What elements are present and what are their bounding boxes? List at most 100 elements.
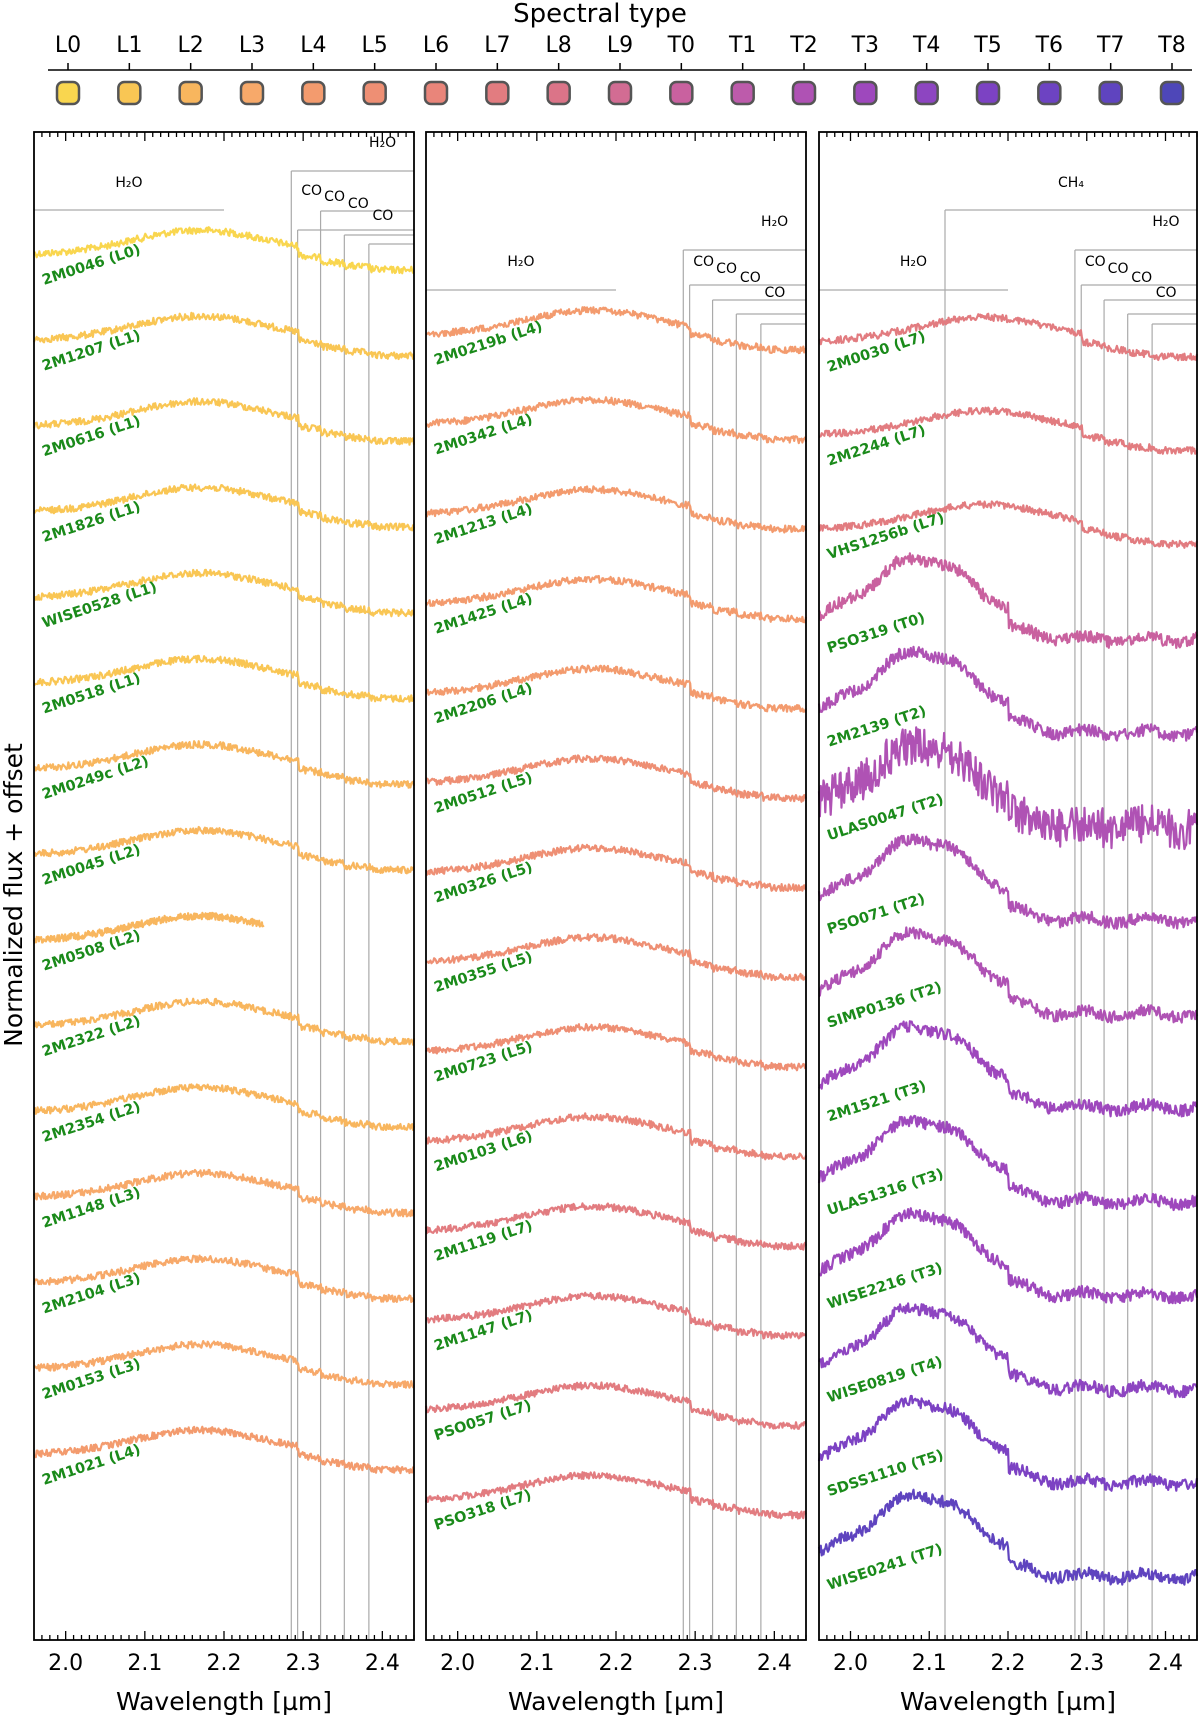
spectral-type-label: T3	[851, 33, 879, 58]
spectral-type-swatch	[1098, 80, 1123, 106]
x-tick-label: 2.3	[678, 1651, 713, 1676]
y-axis-label: Normalized flux + offset	[0, 743, 28, 1047]
spectral-type-swatch	[546, 80, 571, 106]
spectra: 2M0046 (L0)2M1207 (L1)2M0616 (L1)2M1826 …	[32, 226, 416, 1489]
spectral-type-label: L8	[546, 33, 572, 58]
spectral-type-swatch	[853, 80, 878, 106]
spectral-type-label: L7	[484, 33, 510, 58]
spectral-type-label: T2	[789, 33, 817, 58]
spectral-type-label: L9	[607, 33, 633, 58]
spectral-type-label: L2	[178, 33, 204, 58]
spectrum-line	[32, 1083, 416, 1132]
feature-label: CO	[693, 254, 714, 270]
spectral-type-swatch	[485, 80, 510, 106]
spectrum-line	[33, 483, 416, 532]
object-label: 2M0046 (L0)	[40, 242, 142, 289]
object-label: WISE0819 (T4)	[825, 1354, 944, 1406]
spectrum-line	[425, 396, 808, 445]
spectral-type-label: T6	[1035, 33, 1063, 58]
spectrum-line	[817, 1302, 1198, 1399]
spectral-type-label: T1	[728, 33, 756, 58]
spectrum-line	[425, 1291, 807, 1340]
x-tick-label: 2.2	[991, 1651, 1026, 1676]
chart-title: Spectral type	[513, 0, 687, 29]
spectrum-line	[425, 664, 808, 713]
object-label: WISE0241 (T7)	[825, 1541, 944, 1593]
spectral-type-label: T0	[667, 33, 695, 58]
x-axis-label: Wavelength [µm]	[508, 1687, 724, 1716]
spectral-type-swatch	[117, 80, 142, 106]
feature-label: H₂O	[1152, 214, 1179, 230]
spectral-type-label: L4	[300, 33, 326, 58]
feature-label: CO	[1108, 261, 1129, 277]
x-axis: 2.0 2.1 2.2 2.3 2.4 Wavelength [µm]	[433, 132, 807, 1716]
spectrum-line	[818, 926, 1199, 1024]
spectral-type-swatch	[239, 80, 265, 106]
spectrum-line	[425, 933, 807, 982]
spectrum-line	[32, 1254, 416, 1304]
spectrum-line	[33, 997, 416, 1046]
spectral-type-label: L5	[362, 33, 388, 58]
spectrum-line	[425, 306, 807, 355]
spectrum-line	[818, 312, 1199, 362]
spectrum-line	[33, 1425, 415, 1475]
object-label: WISE2216 (T3)	[825, 1260, 944, 1312]
spectrum-line	[33, 568, 415, 618]
spectral-type-swatch	[1159, 80, 1185, 106]
spectrum-line	[32, 226, 415, 275]
spectrum-line	[33, 825, 415, 875]
spectrum-line	[817, 1394, 1199, 1492]
spectrum-line	[817, 726, 1199, 851]
x-tick-label: 2.3	[1069, 1651, 1104, 1676]
x-axis: 2.0 2.1 2.2 2.3 2.4 Wavelength [µm]	[826, 132, 1198, 1716]
spectrum-line	[424, 1471, 807, 1520]
spectra: 2M0219b (L4)2M0342 (L4)2M1213 (L4)2M1425…	[424, 306, 808, 1534]
feature-label: CO	[764, 285, 785, 301]
x-tick-label: 2.1	[519, 1651, 554, 1676]
spectrum-line	[817, 1488, 1199, 1586]
spectral-type-swatch	[423, 80, 449, 106]
spectral-type-swatch	[791, 80, 817, 106]
feature-label: CO	[372, 208, 393, 224]
spectrum-line	[425, 754, 808, 803]
object-label: SIMP0136 (T2)	[825, 979, 944, 1031]
spectra: 2M0030 (L7)2M2244 (L7)VHS1256b (L7)PSO31…	[817, 312, 1199, 1594]
feature-label: CO	[1156, 285, 1177, 301]
spectrum-line	[424, 843, 807, 893]
feature-label: CO	[740, 270, 761, 286]
spectrum-line	[425, 1112, 808, 1161]
x-tick-label: 2.1	[127, 1651, 162, 1676]
feature-label: H₂O	[900, 254, 927, 270]
object-label: SDSS1110 (T5)	[825, 1447, 945, 1500]
x-tick-label: 2.4	[1148, 1651, 1183, 1676]
spectrum-line	[32, 1168, 415, 1218]
spectrum-line	[817, 552, 1199, 650]
feature-label: CO	[348, 196, 369, 212]
feature-label: CO	[324, 189, 345, 205]
feature-label: H₂O	[761, 214, 788, 230]
spectrum-line	[32, 311, 415, 361]
object-label: VHS1256b (L7)	[825, 510, 946, 563]
spectrum-line	[424, 485, 808, 534]
spectral-type-swatch	[301, 80, 326, 106]
spectral-type-swatch	[1037, 80, 1062, 106]
spectrum-line	[818, 1207, 1199, 1305]
spectrum-line	[424, 1381, 807, 1430]
feature-label: CO	[1085, 254, 1106, 270]
x-tick-label: 2.2	[207, 1651, 242, 1676]
spectral-type-swatch	[362, 80, 387, 106]
spectrum-line	[818, 406, 1199, 455]
spectral-type-swatch	[975, 80, 1001, 106]
spectral-type-label: T5	[973, 33, 1001, 58]
spectral-type-label: T7	[1096, 33, 1124, 58]
feature-label: CO	[716, 261, 737, 277]
spectrum-line	[817, 833, 1198, 930]
spectrum-line	[33, 1339, 415, 1389]
object-label: 2M0518 (L1)	[40, 670, 142, 717]
spectrum-line	[818, 1020, 1198, 1118]
x-tick-label: 2.0	[440, 1651, 475, 1676]
feature-label: H₂O	[507, 254, 534, 270]
